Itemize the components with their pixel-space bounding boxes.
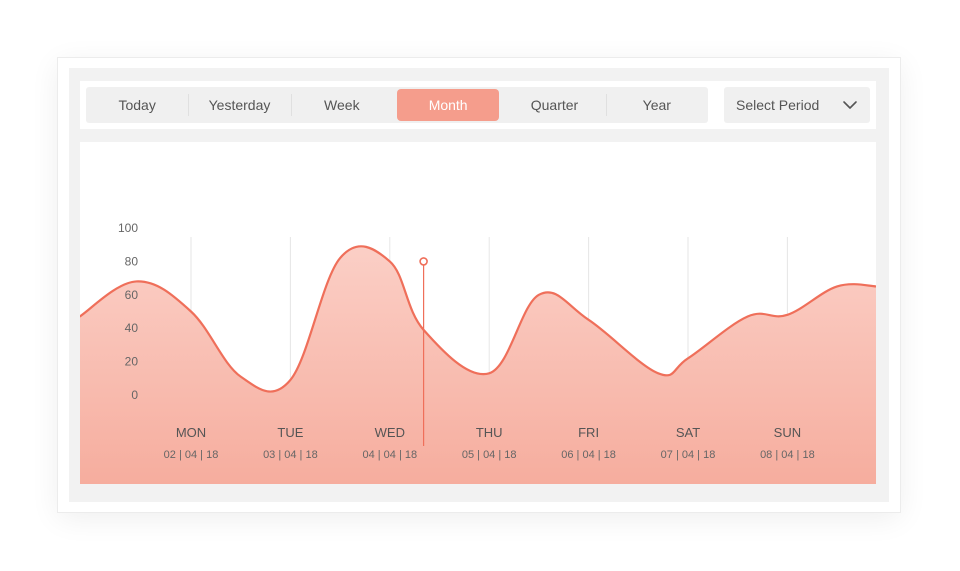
dashboard-card: Today Yesterday Week Month Quarter Year … (58, 58, 900, 512)
chevron-down-icon (843, 101, 857, 109)
x-day-label: SAT (676, 425, 700, 440)
area-chart-svg: 100 80 60 40 20 0 MON 02 | 04 | 18 TUE 03 | 04 |… (80, 221, 876, 484)
series-line (80, 245, 876, 393)
x-date-label: 07 | 04 | 18 (661, 449, 716, 461)
x-day-label: TUE (277, 425, 303, 440)
x-day-label: THU (476, 425, 503, 440)
y-tick-label: 20 (125, 355, 139, 369)
y-tick-label: 0 (131, 388, 138, 402)
tab-yesterday[interactable]: Yesterday (188, 89, 290, 121)
select-period-label: Select Period (736, 97, 820, 113)
area-chart: 100 80 60 40 20 0 MON 02 | 04 | 18 TUE 03 | 04 |… (80, 142, 876, 484)
x-date-label: 06 | 04 | 18 (561, 449, 616, 461)
chart-panel: Today Yesterday Week Month Quarter Year … (69, 68, 889, 502)
y-tick-label: 60 (125, 288, 139, 302)
select-period-dropdown[interactable]: Select Period (724, 87, 870, 123)
x-date-label: 05 | 04 | 18 (462, 449, 517, 461)
x-date-label: 02 | 04 | 18 (164, 449, 219, 461)
tab-quarter[interactable]: Quarter (530, 97, 579, 113)
area-fill (80, 246, 876, 484)
period-tabs: Today Yesterday Week Month Quarter Year (86, 87, 708, 123)
x-date-label: 03 | 04 | 18 (263, 449, 318, 461)
highlight-point[interactable] (419, 257, 428, 266)
y-tick-label: 100 (118, 221, 138, 235)
y-tick-label: 40 (125, 321, 139, 335)
x-date-label: 04 | 04 | 18 (362, 449, 417, 461)
x-day-label: MON (176, 425, 206, 440)
tab-week[interactable]: Week (290, 89, 393, 121)
y-tick-label: 80 (125, 254, 139, 268)
period-toolbar: Today Yesterday Week Month Quarter Year … (80, 81, 876, 129)
x-day-label: SUN (774, 425, 801, 440)
tab-year[interactable]: Year (605, 89, 708, 121)
x-day-label: FRI (578, 425, 599, 440)
x-day-label: WED (375, 425, 405, 440)
tab-month[interactable]: Month (396, 89, 500, 121)
tab-today[interactable]: Today (118, 97, 156, 113)
x-date-label: 08 | 04 | 18 (760, 449, 815, 461)
